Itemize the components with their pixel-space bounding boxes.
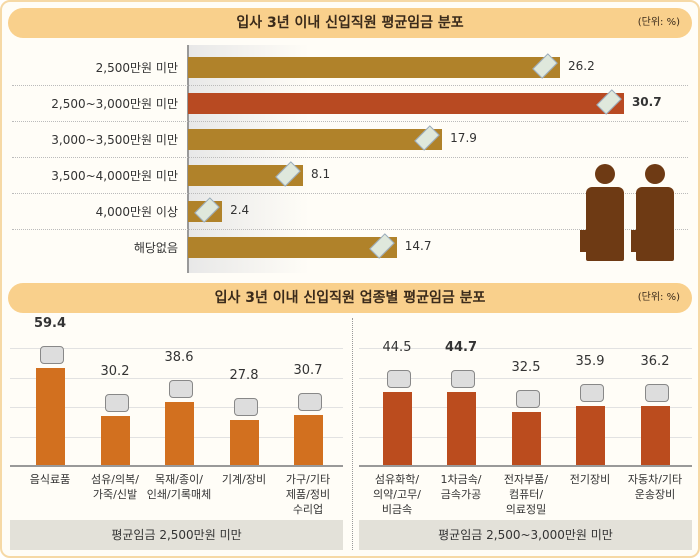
- category-icon: [40, 346, 64, 365]
- row-label: 2,500~3,000만원 미만: [51, 97, 178, 111]
- category-icon: [645, 383, 669, 402]
- value-label: 44.5: [382, 340, 412, 356]
- gridline: [10, 348, 343, 349]
- category-icon: [169, 380, 193, 399]
- category-icon: [516, 390, 540, 409]
- row-label: 2,500만원 미만: [95, 61, 178, 75]
- top-chart-title: 입사 3년 이내 신입직원 평균임금 분포: [236, 15, 464, 31]
- category-icon: [451, 370, 475, 389]
- category-label: 자동차/기타 운송장비: [627, 473, 683, 501]
- group-label-mid: 평균임금 2,500~3,000만원 미만: [359, 520, 692, 550]
- bar: [36, 368, 65, 465]
- value-label: 36.2: [640, 353, 670, 369]
- category-label: 목재/종이/ 인쇄/기록매체: [146, 473, 212, 501]
- baseline: [10, 465, 343, 467]
- value-label: 59.4: [33, 316, 67, 332]
- bar: [101, 415, 130, 465]
- value-label: 26.2: [568, 59, 595, 73]
- category-label: 섬유/의복/ 가죽/신발: [91, 473, 139, 501]
- category-icon: [105, 393, 129, 412]
- bottom-unit-label: (단위: %): [637, 292, 680, 303]
- bar: [383, 392, 412, 465]
- top-unit-label: (단위: %): [637, 17, 680, 28]
- top-axis: [187, 45, 309, 273]
- bar: [294, 414, 323, 465]
- bar: [188, 57, 561, 78]
- row-divider: [12, 85, 688, 86]
- top-title-bar: 입사 3년 이내 신입직원 평균임금 분포 (단위: %): [8, 8, 692, 38]
- bar: [188, 165, 304, 186]
- value-label: 27.8: [229, 367, 259, 383]
- category-icon: [298, 392, 322, 411]
- row-divider: [12, 193, 688, 194]
- bottom-chart-title: 입사 3년 이내 신입직원 업종별 평균임금 분포: [214, 290, 486, 306]
- gridline: [10, 378, 343, 379]
- bar: [576, 406, 605, 465]
- value-label: 30.7: [293, 362, 323, 378]
- category-label: 가구/기타 제품/정비 수리업: [285, 473, 331, 516]
- bar: [230, 419, 259, 465]
- row-label: 3,000~3,500만원 미만: [51, 133, 178, 147]
- value-label: 38.6: [164, 350, 194, 366]
- value-label: 44.7: [444, 340, 478, 356]
- value-label: 30.7: [631, 95, 662, 109]
- group-divider: [352, 318, 353, 550]
- baseline: [359, 465, 692, 467]
- value-label: 8.1: [311, 167, 331, 181]
- category-icon: [580, 384, 604, 403]
- category-label: 전기장비: [569, 473, 611, 486]
- bar: [447, 392, 476, 465]
- category-label: 음식료품: [29, 473, 71, 486]
- category-label: 1차금속/ 금속가공: [440, 473, 482, 501]
- group-label-low: 평균임금 2,500만원 미만: [10, 520, 343, 550]
- category-icon: [234, 397, 258, 416]
- category-label: 섬유화학/ 의약/고무/ 비금속: [373, 473, 421, 516]
- category-icon: [387, 370, 411, 389]
- gridline: [359, 378, 692, 379]
- value-label: 17.9: [450, 131, 477, 145]
- row-label: 3,500~4,000만원 미만: [51, 169, 178, 183]
- row-label: 해당없음: [133, 241, 178, 255]
- value-label: 35.9: [575, 354, 605, 370]
- bar: [512, 412, 541, 465]
- row-divider: [12, 157, 688, 158]
- bar: [188, 129, 443, 150]
- row-divider: [12, 229, 688, 230]
- bar: [188, 237, 397, 258]
- bar: [641, 405, 670, 465]
- category-label: 기계/장비: [221, 473, 267, 486]
- row-divider: [12, 121, 688, 122]
- row-label: 4,000만원 이상: [95, 205, 178, 219]
- gridline: [359, 348, 692, 349]
- bar: [165, 402, 194, 465]
- value-label: 2.4: [230, 203, 250, 217]
- bottom-title-bar: 입사 3년 이내 신입직원 업종별 평균임금 분포 (단위: %): [8, 283, 692, 313]
- category-label: 전자부품/ 컴퓨터/ 의료정밀: [503, 473, 549, 516]
- value-label: 32.5: [511, 360, 541, 376]
- bar: [188, 93, 624, 114]
- value-label: 14.7: [404, 239, 432, 253]
- value-label: 30.2: [100, 363, 130, 379]
